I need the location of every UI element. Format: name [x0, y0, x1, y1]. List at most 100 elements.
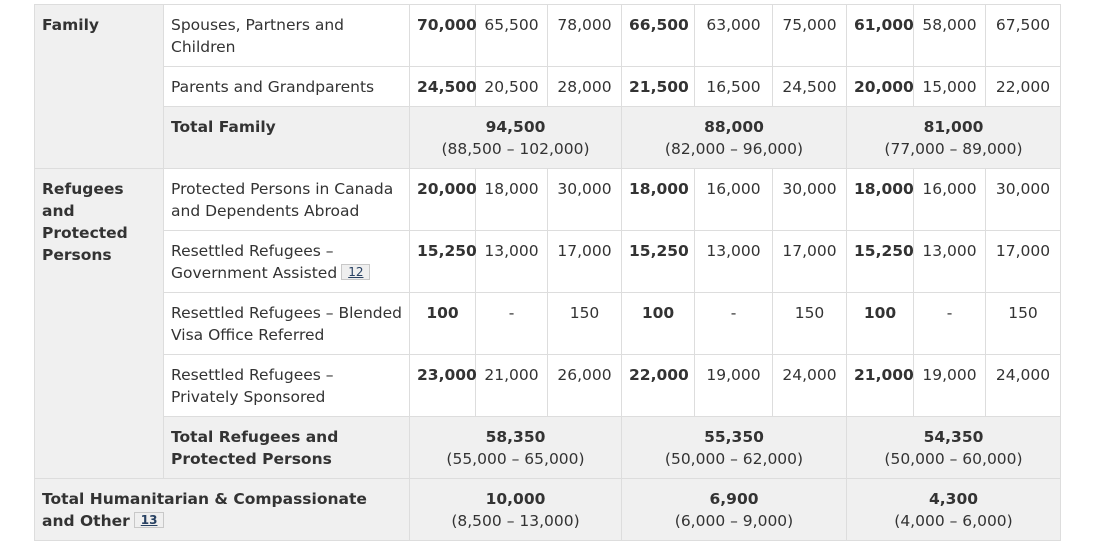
- table-row: Resettled Refugees – Blended Visa Office…: [35, 292, 1061, 355]
- high-2022: 22,000: [985, 66, 1061, 107]
- target-2021: 100: [621, 292, 695, 355]
- high-2021: 24,000: [772, 354, 847, 417]
- high-2020: 28,000: [547, 66, 622, 107]
- high-2021: 24,500: [772, 66, 847, 107]
- target-2020: 100: [409, 292, 476, 355]
- row-label-text: Total Humanitarian & Compassionate and O…: [42, 490, 367, 530]
- target-2022: 15,250: [846, 230, 914, 293]
- low-2020: -: [475, 292, 548, 355]
- row-label: Protected Persons in Canada and Dependen…: [163, 168, 410, 231]
- low-2020: 13,000: [475, 230, 548, 293]
- immigration-levels-table: Family Spouses, Partners and Children 70…: [34, 4, 1061, 541]
- high-2020: 78,000: [547, 4, 622, 67]
- total-value: 4,300: [928, 490, 979, 508]
- category-family: Family: [34, 4, 164, 169]
- low-2020: 18,000: [475, 168, 548, 231]
- row-label: Spouses, Partners and Children: [163, 4, 410, 67]
- low-2022: 15,000: [913, 66, 986, 107]
- table-row: Resettled Refugees – Government Assisted…: [35, 230, 1061, 293]
- row-label: Resettled Refugees – Government Assisted…: [163, 230, 410, 293]
- total-value: 88,000: [704, 118, 764, 136]
- footnote-link[interactable]: 13: [133, 512, 165, 528]
- row-label: Resettled Refugees – Blended Visa Office…: [163, 292, 410, 355]
- total-2020: 94,500 (88,500 – 102,000): [409, 106, 622, 169]
- total-2020: 10,000 (8,500 – 13,000): [409, 478, 622, 541]
- high-2020: 17,000: [547, 230, 622, 293]
- row-label: Parents and Grandparents: [163, 66, 410, 107]
- high-2020: 30,000: [547, 168, 622, 231]
- target-2022: 21,000: [846, 354, 914, 417]
- low-2021: 19,000: [694, 354, 773, 417]
- total-row: Total Refugees and Protected Persons 58,…: [35, 416, 1061, 479]
- total-range: (55,000 – 65,000): [446, 450, 585, 468]
- total-2021: 6,900 (6,000 – 9,000): [621, 478, 847, 541]
- total-value: 81,000: [923, 118, 984, 136]
- low-2022: 19,000: [913, 354, 986, 417]
- total-2022: 54,350 (50,000 – 60,000): [846, 416, 1061, 479]
- row-label-text: Resettled Refugees – Government Assisted: [171, 242, 338, 282]
- low-2022: 58,000: [913, 4, 986, 67]
- low-2021: 16,500: [694, 66, 773, 107]
- high-2021: 150: [772, 292, 847, 355]
- total-range: (8,500 – 13,000): [451, 512, 580, 530]
- target-2020: 20,000: [409, 168, 477, 231]
- target-2020: 24,500: [409, 66, 477, 107]
- target-2020: 70,000: [409, 4, 477, 67]
- table-row: Parents and Grandparents 24,500 20,500 2…: [35, 66, 1061, 107]
- high-2022: 17,000: [985, 230, 1061, 293]
- target-2021: 15,250: [621, 230, 695, 293]
- high-2022: 24,000: [985, 354, 1061, 417]
- low-2020: 65,500: [475, 4, 548, 67]
- total-range: (4,000 – 6,000): [894, 512, 1013, 530]
- high-2020: 150: [547, 292, 622, 355]
- total-range: (50,000 – 62,000): [664, 450, 804, 468]
- target-2022: 18,000: [846, 168, 914, 231]
- total-value: 58,350: [485, 428, 546, 446]
- row-label: Total Humanitarian & Compassionate and O…: [34, 478, 410, 541]
- low-2022: 16,000: [913, 168, 986, 231]
- target-2021: 22,000: [621, 354, 695, 417]
- total-range: (88,500 – 102,000): [441, 140, 590, 158]
- total-2021: 88,000 (82,000 – 96,000): [621, 106, 847, 169]
- high-2020: 26,000: [547, 354, 622, 417]
- row-label: Resettled Refugees – Privately Sponsored: [163, 354, 410, 417]
- total-value: 10,000: [485, 490, 546, 508]
- high-2021: 30,000: [772, 168, 847, 231]
- target-2020: 23,000: [409, 354, 477, 417]
- low-2021: 63,000: [694, 4, 773, 67]
- total-row: Total Family 94,500 (88,500 – 102,000) 8…: [35, 106, 1061, 169]
- table-row: Family Spouses, Partners and Children 70…: [34, 4, 1061, 169]
- total-range: (82,000 – 96,000): [664, 140, 804, 158]
- target-2020: 15,250: [409, 230, 477, 293]
- total-value: 94,500: [485, 118, 546, 136]
- low-2020: 20,500: [475, 66, 548, 107]
- total-value: 55,350: [704, 428, 764, 446]
- total-range: (77,000 – 89,000): [884, 140, 1023, 158]
- footnote-link[interactable]: 12: [341, 264, 371, 280]
- low-2021: 13,000: [694, 230, 773, 293]
- high-2022: 150: [985, 292, 1061, 355]
- high-2022: 30,000: [985, 168, 1061, 231]
- total-range: (50,000 – 60,000): [884, 450, 1023, 468]
- high-2021: 17,000: [772, 230, 847, 293]
- table-row: Refugees and Protected Persons Protected…: [34, 168, 1061, 479]
- target-2022: 61,000: [846, 4, 914, 67]
- total-value: 6,900: [709, 490, 759, 508]
- high-2021: 75,000: [772, 4, 847, 67]
- row-label: Total Refugees and Protected Persons: [163, 416, 410, 479]
- total-2022: 81,000 (77,000 – 89,000): [846, 106, 1061, 169]
- total-2022: 4,300 (4,000 – 6,000): [846, 478, 1061, 541]
- table-row: Resettled Refugees – Privately Sponsored…: [35, 354, 1061, 417]
- target-2021: 66,500: [621, 4, 695, 67]
- total-2020: 58,350 (55,000 – 65,000): [409, 416, 622, 479]
- total-row: Total Humanitarian & Compassionate and O…: [34, 478, 1061, 541]
- target-2021: 21,500: [621, 66, 695, 107]
- total-value: 54,350: [923, 428, 984, 446]
- low-2020: 21,000: [475, 354, 548, 417]
- low-2021: -: [694, 292, 773, 355]
- low-2022: 13,000: [913, 230, 986, 293]
- row-label: Total Family: [163, 106, 410, 169]
- low-2022: -: [913, 292, 986, 355]
- category-refugees: Refugees and Protected Persons: [34, 168, 164, 479]
- high-2022: 67,500: [985, 4, 1061, 67]
